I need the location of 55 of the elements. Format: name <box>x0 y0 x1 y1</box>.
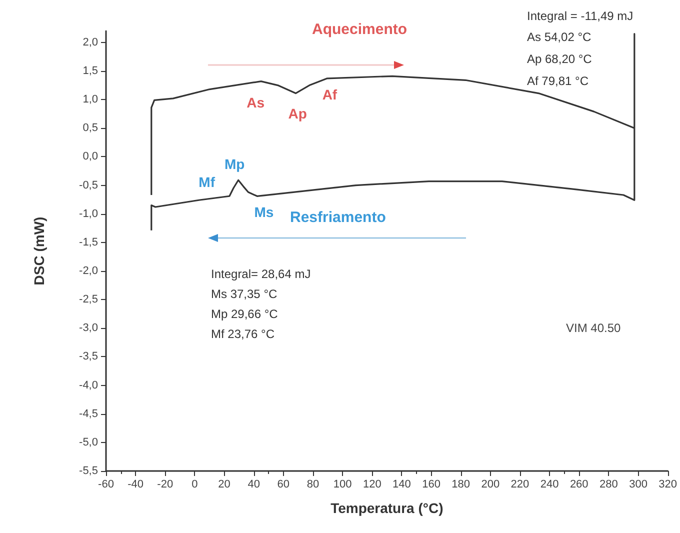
annotation: Ms <box>254 204 274 220</box>
y-tick-label: -2,5 <box>79 294 98 306</box>
x-tick-label: 200 <box>481 478 500 490</box>
x-tick-label: 60 <box>277 478 290 490</box>
y-tick-label: 1,0 <box>82 94 98 106</box>
annotation: Mp <box>224 156 245 172</box>
y-tick-label: -4,0 <box>79 379 98 392</box>
annotation: Aquecimento <box>312 21 408 38</box>
x-tick-label: 40 <box>248 478 260 490</box>
y-tick-label: -5,5 <box>79 465 98 477</box>
x-tick-label: 20 <box>218 478 230 490</box>
annotation: Mf <box>198 174 216 190</box>
x-tick-label: -40 <box>128 478 144 490</box>
annotation: Ms 37,35 °C <box>211 287 278 301</box>
y-tick-label: -5,0 <box>79 436 98 448</box>
annotation: Resfriamento <box>290 209 386 226</box>
y-axis-title: DSC (mW) <box>31 216 47 286</box>
annotation: Ap <box>288 105 307 122</box>
x-tick-label: 240 <box>540 478 559 490</box>
y-tick-label: -4,5 <box>79 408 98 420</box>
y-tick-label: 1,5 <box>82 65 98 77</box>
x-tick-label: 220 <box>510 478 530 490</box>
y-tick-label: -3,5 <box>79 350 98 363</box>
x-tick-label: 0 <box>192 478 198 490</box>
x-tick-label: 320 <box>658 478 678 490</box>
x-tick-label: 100 <box>333 478 352 490</box>
y-tick-label: -0,5 <box>79 179 98 192</box>
x-tick-label: 180 <box>452 478 470 490</box>
x-tick-label: 80 <box>306 478 320 490</box>
x-tick-label: 160 <box>422 478 440 490</box>
text: Integral = -11,49 mJ <box>527 9 634 23</box>
annotation: Ap 68,20 °C <box>527 52 592 66</box>
x-tick-label: 140 <box>392 478 411 490</box>
x-tick-label: 120 <box>362 478 382 490</box>
annotation: VIM 40.50 <box>566 321 622 335</box>
x-tick-label: 300 <box>629 478 648 490</box>
annotation: Af 79,81 °C <box>527 74 589 88</box>
annotation: As <box>246 94 265 111</box>
annotation: Mf 23,76 °C <box>211 327 275 341</box>
y-tick-label: -2,0 <box>79 265 98 277</box>
x-tick-label: 280 <box>600 478 618 490</box>
annotation: Af <box>322 86 338 103</box>
y-tick-label: -3,0 <box>79 322 98 334</box>
y-tick-label: 0,0 <box>82 150 98 163</box>
y-tick-label: -1,0 <box>79 208 98 220</box>
x-tick-label: 260 <box>570 478 588 490</box>
x-tick-label: -20 <box>157 478 174 490</box>
annotation: As 54,02 °C <box>527 30 592 44</box>
x-tick-label: -60 <box>98 478 114 490</box>
y-tick-label: -1,5 <box>79 236 98 248</box>
y-tick-label: 2,0 <box>82 36 98 48</box>
annotation: Integral= 28,64 mJ <box>211 267 311 281</box>
y-tick-label: 0,5 <box>82 122 98 134</box>
annotation: Mp 29,66 °C <box>211 307 278 321</box>
x-axis-title: Temperatura (°C) <box>330 500 444 516</box>
